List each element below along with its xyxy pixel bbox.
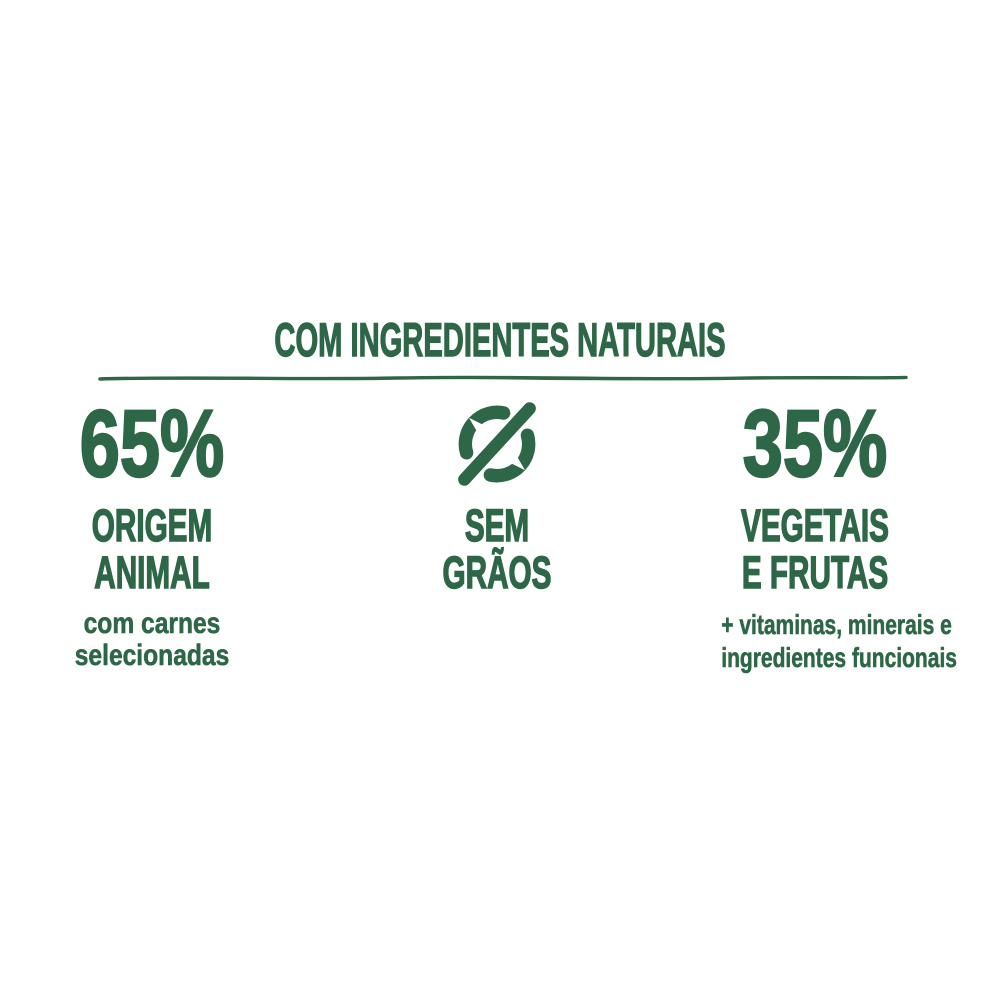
animal-subtext-line1: com carnes	[83, 607, 221, 640]
no-grains-icon	[458, 402, 536, 486]
vegetables-label-line1: VEGETAIS	[741, 500, 890, 551]
animal-percentage-text: 65%	[79, 391, 225, 497]
animal-subtext-line2: selecionadas	[74, 639, 230, 672]
grain-free-label-line2: GRÃOS	[442, 547, 552, 598]
vegetables-label: VEGETAIS E FRUTAS	[690, 500, 940, 598]
vegetables-percentage: 35%	[690, 391, 940, 497]
grain-free-label: SEM GRÃOS	[372, 500, 622, 598]
animal-label-line2: ANIMAL	[94, 547, 210, 598]
page-title: COM INGREDIENTES NATURAIS	[0, 313, 1000, 366]
grain-free-label-line1: SEM	[464, 500, 530, 551]
page-title-text: COM INGREDIENTES NATURAIS	[274, 313, 726, 366]
animal-label: ORIGEM ANIMAL	[27, 500, 277, 598]
animal-percentage: 65%	[27, 391, 277, 497]
column-animal-origin: 65% ORIGEM ANIMAL com carnes selecionada…	[27, 391, 277, 672]
animal-subtext: com carnes selecionadas	[27, 607, 277, 672]
vegetables-subtext: + vitaminas, minerais e ingredientes fun…	[690, 608, 957, 674]
vegetables-subtext-line1: + vitaminas, minerais e	[721, 609, 952, 641]
vegetables-label-line2: E FRUTAS	[741, 547, 889, 598]
animal-label-line1: ORIGEM	[91, 500, 213, 551]
column-vegetables-fruits: 35% VEGETAIS E FRUTAS + vitaminas, miner…	[690, 391, 957, 674]
column-grain-free: SEM GRÃOS	[372, 394, 622, 598]
vegetables-percentage-text: 35%	[742, 391, 888, 497]
vegetables-subtext-line2: ingredientes funcionais	[721, 642, 957, 674]
no-grains-icon-wrap	[372, 394, 622, 494]
divider-line	[98, 375, 908, 381]
